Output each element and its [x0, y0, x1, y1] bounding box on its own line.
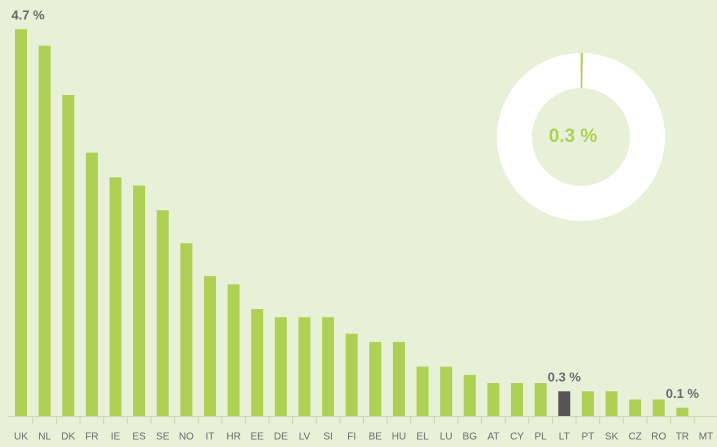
x-tick-label: RO: [651, 432, 666, 443]
donut-slice: [580, 52, 583, 89]
x-tick-label: SK: [605, 432, 619, 443]
x-tick-label: BE: [369, 432, 383, 443]
x-tick-label: BG: [463, 432, 478, 443]
x-tick-label: LV: [299, 432, 311, 443]
bar: [369, 341, 382, 416]
x-tick-label: IT: [206, 432, 215, 443]
x-tick-label: EL: [416, 432, 429, 443]
bar: [487, 383, 500, 416]
bar: [322, 317, 335, 416]
bar: [581, 391, 594, 416]
x-tick-label: AT: [487, 432, 499, 443]
bar: [109, 177, 122, 416]
x-tick-label: CY: [510, 432, 524, 443]
bar: [440, 366, 453, 416]
donut-label: 0.3 %: [549, 126, 598, 147]
bar: [605, 391, 618, 416]
value-label: 4.7 %: [11, 8, 45, 23]
bar: [15, 29, 27, 416]
x-tick-label: TR: [676, 432, 689, 443]
x-tick-label: DK: [61, 432, 75, 443]
bar: [392, 341, 405, 416]
x-tick-label: HR: [226, 432, 240, 443]
bar: [85, 152, 98, 416]
bar: [534, 383, 547, 416]
bar: [274, 317, 287, 416]
x-tick-label: EE: [251, 432, 265, 443]
x-tick-label: UK: [14, 432, 28, 443]
bar: [156, 210, 169, 416]
bar: [251, 309, 264, 416]
x-tick-label: DE: [274, 432, 288, 443]
bar: [203, 276, 216, 416]
bar: [298, 317, 311, 416]
bar: [629, 399, 642, 416]
x-tick-label: SI: [323, 432, 332, 443]
x-tick-label: ES: [132, 432, 146, 443]
bar: [463, 374, 476, 416]
bar: [652, 399, 665, 416]
x-tick-label: NO: [179, 432, 194, 443]
x-tick-label: FI: [347, 432, 356, 443]
bar: [180, 243, 193, 416]
value-label: 0.1 %: [666, 386, 700, 401]
x-tick-label: NL: [38, 432, 51, 443]
x-tick-label: MT: [699, 432, 713, 443]
x-tick-label: IE: [111, 432, 121, 443]
x-tick-label: FR: [85, 432, 98, 443]
bar: [62, 95, 75, 416]
x-tick-label: LU: [440, 432, 453, 443]
x-tick-label: CZ: [628, 432, 641, 443]
bar: [133, 185, 146, 416]
bar: [38, 45, 51, 417]
value-label: 0.3 %: [548, 370, 582, 385]
bar: [227, 284, 240, 416]
bar: [345, 333, 358, 416]
x-tick-label: PT: [581, 432, 594, 443]
x-tick-label: SE: [156, 432, 170, 443]
x-tick-label: PL: [535, 432, 548, 443]
x-tick-label: HU: [392, 432, 406, 443]
bar: [416, 366, 429, 416]
x-tick-label: LT: [559, 432, 570, 443]
bar: [676, 407, 689, 416]
bar: [558, 391, 571, 416]
bar: [511, 383, 524, 416]
